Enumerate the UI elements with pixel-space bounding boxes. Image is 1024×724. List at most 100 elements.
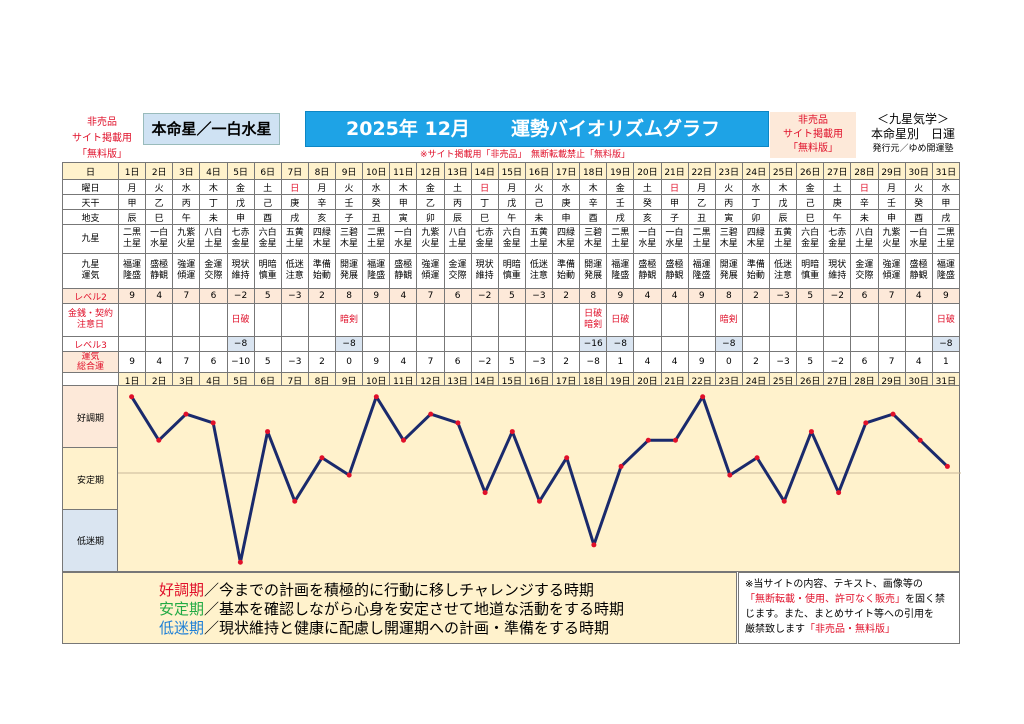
lv3-cell	[497, 336, 526, 352]
luck-cell: 準備 始動	[551, 253, 581, 289]
lv2-cell: −3	[524, 288, 554, 304]
tot-cell: 4	[660, 351, 689, 373]
wd-cell: 水	[172, 179, 201, 195]
wd-cell: 金	[796, 179, 825, 195]
lv3-cell	[877, 336, 906, 352]
day-cell: 6日	[253, 162, 282, 180]
luck-cell: 福運 隆盛	[117, 253, 147, 289]
lv2-cell: 5	[253, 288, 282, 304]
nine-cell: 八白 土星	[850, 224, 879, 254]
wd-cell: 日	[660, 179, 689, 195]
ch-cell: 辰	[443, 209, 472, 225]
wd-cell: 火	[904, 179, 933, 195]
nine-cell: 九紫 火星	[172, 224, 201, 254]
data-point	[754, 455, 760, 461]
lv3-cell: −8	[714, 336, 743, 352]
lv2-cell: −2	[226, 288, 255, 304]
lv2-cell: 6	[850, 288, 879, 304]
data-point	[836, 490, 842, 496]
lv2-cell: 8	[334, 288, 364, 304]
copyright-line: じます。また、まとめサイト等への引用を	[745, 609, 934, 620]
lv3-cell	[172, 336, 201, 352]
tot-cell: 4	[145, 351, 174, 373]
wd-cell: 金	[226, 179, 255, 195]
ch-cell: 亥	[633, 209, 662, 225]
tot-cell: 5	[253, 351, 282, 373]
day2-cell: 17日	[551, 372, 581, 388]
nine-cell: 二黒 土星	[931, 224, 961, 254]
data-point	[672, 437, 678, 443]
wd-cell: 月	[307, 179, 337, 195]
lv3-cell	[416, 336, 445, 352]
tk-cell: 丁	[741, 194, 771, 210]
lv3-cell	[551, 336, 581, 352]
tk-cell: 丁	[470, 194, 499, 210]
luck-cell: 現状 維持	[226, 253, 255, 289]
row-label-day: 日	[62, 162, 119, 180]
reprint-notice: ※サイト掲載用「非売品」 無断転載禁止「無料版」	[420, 150, 631, 160]
tk-cell: 癸	[633, 194, 662, 210]
tot-cell: −2	[823, 351, 852, 373]
ch-cell: 巳	[145, 209, 174, 225]
fortune-line	[130, 395, 949, 564]
tk-cell: 甲	[660, 194, 689, 210]
nine-cell: 三碧 木星	[714, 224, 743, 254]
cau-cell	[280, 303, 309, 337]
lv3-cell	[660, 336, 689, 352]
day2-cell: 5日	[226, 372, 255, 388]
ch-cell: 申	[226, 209, 255, 225]
nine-cell: 四緑 木星	[741, 224, 771, 254]
ch-cell: 辰	[117, 209, 147, 225]
tk-cell: 戊	[497, 194, 526, 210]
nine-cell: 六白 金星	[497, 224, 526, 254]
luck-cell: 強運 傾運	[172, 253, 201, 289]
tot-cell: 0	[334, 351, 364, 373]
legend-low: 低迷期／現状維持と健康に配慮し開運期への計画・準備をする時期	[159, 619, 736, 638]
lv2-cell: 4	[904, 288, 933, 304]
ch-cell: 亥	[307, 209, 337, 225]
day-cell: 14日	[470, 162, 499, 180]
wd-cell: 土	[443, 179, 472, 195]
data-point	[401, 437, 407, 443]
wd-cell: 木	[768, 179, 798, 195]
wd-cell: 日	[470, 179, 499, 195]
data-point	[944, 463, 950, 469]
ch-cell: 未	[199, 209, 228, 225]
wd-cell: 日	[280, 179, 309, 195]
lv3-cell	[796, 336, 825, 352]
ch-cell: 丑	[362, 209, 391, 225]
day-cell: 4日	[199, 162, 228, 180]
lv2-cell: −3	[768, 288, 798, 304]
tot-cell: 5	[497, 351, 526, 373]
lv3-cell	[280, 336, 309, 352]
luck-cell: 盛極 静観	[660, 253, 689, 289]
lv2-cell: 9	[931, 288, 961, 304]
tot-cell: 1	[931, 351, 961, 373]
lv2-cell: 8	[714, 288, 743, 304]
lv2-cell: 9	[606, 288, 635, 304]
lv2-cell: 9	[687, 288, 716, 304]
lv3-cell	[768, 336, 798, 352]
lv3-cell	[389, 336, 418, 352]
luck-cell: 準備 始動	[307, 253, 337, 289]
tot-cell: 0	[714, 351, 743, 373]
lv2-cell: 4	[660, 288, 689, 304]
left-notice-line: 「無料版」	[77, 149, 127, 160]
wd-cell: 土	[633, 179, 662, 195]
lv3-cell	[524, 336, 554, 352]
band-good: 好調期	[62, 385, 119, 449]
tk-cell: 癸	[362, 194, 391, 210]
ch-cell: 子	[334, 209, 364, 225]
legend-key: 好調期	[159, 581, 205, 599]
day-cell: 12日	[416, 162, 445, 180]
cau-cell	[172, 303, 201, 337]
tot-cell: 7	[416, 351, 445, 373]
band-stable: 安定期	[62, 447, 119, 511]
day-cell: 1日	[117, 162, 147, 180]
wd-cell: 日	[850, 179, 879, 195]
cau-cell	[199, 303, 228, 337]
luck-cell: 開運 発展	[334, 253, 364, 289]
tk-cell: 乙	[416, 194, 445, 210]
wd-cell: 火	[334, 179, 364, 195]
tk-cell: 甲	[389, 194, 418, 210]
